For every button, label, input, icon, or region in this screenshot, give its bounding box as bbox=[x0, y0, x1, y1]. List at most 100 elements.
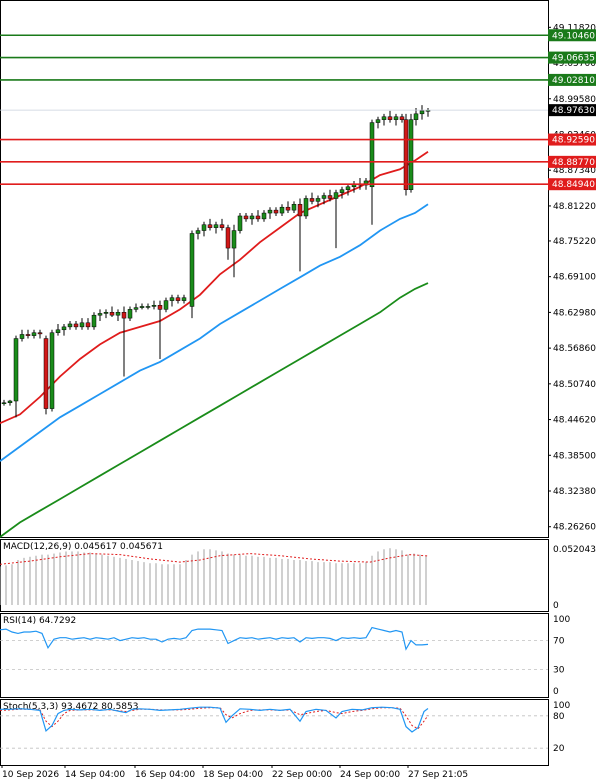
candle-body bbox=[121, 312, 127, 319]
x-tick-label: 24 Sep 00:00 bbox=[340, 770, 400, 779]
candle-body bbox=[79, 322, 85, 328]
candle-body bbox=[55, 329, 61, 333]
support-label: 48.92590 bbox=[552, 136, 595, 146]
candle-body bbox=[85, 322, 91, 328]
candle-body bbox=[201, 224, 207, 231]
resistance-label-box bbox=[548, 29, 596, 42]
candle-body bbox=[279, 206, 285, 214]
stoch-d-line bbox=[0, 707, 429, 730]
candle-body bbox=[49, 332, 55, 409]
candle-body bbox=[261, 212, 267, 220]
candle-body bbox=[339, 189, 345, 193]
candle-body bbox=[7, 400, 13, 403]
candle-body bbox=[309, 198, 315, 202]
main-y-tick-label: 49.11820 bbox=[553, 23, 596, 33]
rsi-y-tick-label: 100 bbox=[553, 615, 570, 625]
candle-body bbox=[285, 206, 291, 211]
candle-body bbox=[267, 209, 273, 214]
macd-y-tick-label: 0 bbox=[553, 601, 559, 611]
macd-signal-line bbox=[0, 553, 429, 565]
main-y-tick-label: 48.69100 bbox=[553, 273, 596, 283]
candle-body bbox=[175, 297, 181, 301]
ma-mid-line bbox=[0, 203, 429, 462]
candle-body bbox=[393, 116, 399, 120]
candle-body bbox=[181, 297, 187, 301]
panel-frames bbox=[0, 0, 549, 766]
stoch-y-tick-label: 20 bbox=[553, 744, 565, 754]
candle-body bbox=[387, 116, 393, 120]
candle-body bbox=[115, 312, 121, 316]
rsi-y-tick-label: 30 bbox=[553, 665, 565, 675]
candle-body bbox=[375, 119, 381, 123]
candle-body bbox=[169, 297, 175, 301]
candle-body bbox=[273, 209, 279, 214]
candle-body bbox=[363, 180, 369, 186]
candle-body bbox=[231, 230, 237, 249]
candle-body bbox=[145, 306, 151, 308]
candle-body bbox=[43, 338, 49, 409]
candle-body bbox=[403, 119, 409, 190]
main-y-tick-label: 48.81220 bbox=[553, 202, 596, 212]
candle-body bbox=[25, 334, 31, 336]
candle-body bbox=[243, 215, 249, 220]
rsi-title: RSI(14) 64.7292 bbox=[3, 616, 76, 626]
candle-body bbox=[163, 300, 169, 310]
stoch-k-line bbox=[0, 706, 429, 733]
candle-body bbox=[61, 326, 67, 331]
candle-body bbox=[255, 215, 261, 220]
macd-title: MACD(12,26,9) 0.045617 0.045671 bbox=[3, 542, 163, 552]
current-price-label: 48.97630 bbox=[552, 106, 595, 116]
x-tick-label: 14 Sep 04:00 bbox=[65, 770, 125, 779]
rsi-y-tick-label: 70 bbox=[553, 637, 565, 647]
support-label-box bbox=[548, 178, 596, 191]
support-label-box bbox=[548, 133, 596, 146]
candle-body bbox=[97, 313, 103, 316]
main-y-tick-label: 48.99580 bbox=[553, 95, 596, 105]
main-y-tick-label: 48.56860 bbox=[553, 344, 596, 354]
candle-body bbox=[381, 116, 387, 120]
candle-body bbox=[127, 309, 133, 319]
x-axis: 10 Sep 2026 14 Sep 04:00 16 Sep 04:00 18 Se… bbox=[1, 765, 468, 779]
candle-body bbox=[237, 215, 243, 231]
candle-body bbox=[19, 334, 25, 339]
rsi-line bbox=[0, 626, 429, 651]
candle-body bbox=[13, 338, 19, 402]
candle-body bbox=[31, 332, 37, 336]
candle-body bbox=[219, 224, 225, 228]
rsi-panel: RSI(14) 64.7292 100 70 30 0 bbox=[0, 615, 570, 697]
candle-body bbox=[345, 186, 351, 190]
panel-frame-stoch bbox=[0, 699, 549, 766]
x-tick-label: 22 Sep 00:00 bbox=[272, 770, 332, 779]
support-label-box bbox=[548, 155, 596, 168]
main-y-tick-label: 48.44620 bbox=[553, 416, 596, 426]
candle-body bbox=[249, 215, 255, 220]
candle-body bbox=[321, 195, 327, 199]
stoch-y-tick-label: 100 bbox=[553, 701, 570, 711]
candle-body bbox=[1, 402, 7, 404]
resistance-label-box bbox=[548, 51, 596, 64]
candle-body bbox=[91, 314, 97, 328]
candle-body bbox=[103, 312, 109, 314]
macd-y-tick-label: 0.052043 bbox=[553, 545, 596, 555]
current-price-box bbox=[548, 104, 596, 117]
x-tick-label: 16 Sep 04:00 bbox=[135, 770, 195, 779]
candle-body bbox=[369, 122, 375, 188]
candle-body bbox=[297, 204, 303, 217]
main-price-panel: 49.1182049.0570048.9958048.9346048.87340… bbox=[0, 23, 596, 538]
rsi-y-tick-label: 0 bbox=[553, 687, 559, 697]
candle-body bbox=[315, 198, 321, 202]
candle-body bbox=[399, 116, 405, 120]
candle-body bbox=[133, 307, 139, 310]
support-label: 48.88770 bbox=[552, 158, 595, 168]
main-y-tick-label: 48.26260 bbox=[553, 523, 596, 533]
main-y-tick-label: 48.62980 bbox=[553, 308, 596, 318]
candle-body bbox=[109, 312, 115, 316]
candle-body bbox=[139, 306, 145, 308]
candle-body bbox=[333, 192, 339, 199]
stoch-y-tick-label: 80 bbox=[553, 712, 565, 722]
candle-body bbox=[291, 204, 297, 211]
resistance-label: 49.06635 bbox=[552, 54, 595, 64]
